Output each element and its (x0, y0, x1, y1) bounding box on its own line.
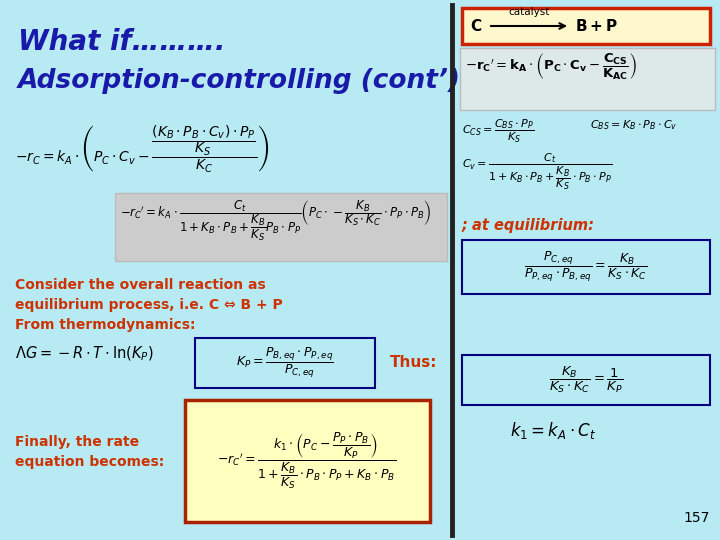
Bar (462, 355, 710, 405)
Text: $\mathbf{C}$: $\mathbf{C}$ (470, 18, 482, 34)
Text: $C_{CS}=\dfrac{C_{BS}\cdot P_P}{K_S}$: $C_{CS}=\dfrac{C_{BS}\cdot P_P}{K_S}$ (462, 118, 534, 145)
Text: $C_{BS}=K_B\cdot P_B\cdot C_v$: $C_{BS}=K_B\cdot P_B\cdot C_v$ (590, 118, 678, 132)
Text: Consider the overall reaction as: Consider the overall reaction as (15, 278, 266, 292)
Text: $k_1=k_A\cdot C_t$: $k_1=k_A\cdot C_t$ (510, 420, 596, 441)
Text: $-r_C=k_A\cdot\left(P_C\cdot C_v-\dfrac{\dfrac{(K_B\cdot P_B\cdot C_v)\cdot P_P}: $-r_C=k_A\cdot\left(P_C\cdot C_v-\dfrac{… (15, 123, 269, 174)
Text: $\dfrac{K_B}{K_S\cdot K_C}=\dfrac{1}{K_P}$: $\dfrac{K_B}{K_S\cdot K_C}=\dfrac{1}{K_P… (549, 365, 624, 395)
Text: ; at equilibrium:: ; at equilibrium: (462, 218, 595, 233)
Bar (185, 400, 430, 522)
Text: equilibrium process, i.e. C ⇔ B + P: equilibrium process, i.e. C ⇔ B + P (15, 298, 283, 312)
Text: $-r_C{'}=k_A\cdot\dfrac{C_t}{1+K_B\cdot P_B+\dfrac{K_B}{K_S}P_B\cdot P_P}\left(P: $-r_C{'}=k_A\cdot\dfrac{C_t}{1+K_B\cdot … (120, 198, 431, 242)
Text: Thus:: Thus: (390, 355, 438, 370)
Text: $\mathbf{B+P}$: $\mathbf{B+P}$ (575, 18, 618, 34)
Text: Finally, the rate: Finally, the rate (15, 435, 139, 449)
Bar (115, 193, 447, 261)
Text: 157: 157 (683, 511, 710, 525)
Text: From thermodynamics:: From thermodynamics: (15, 318, 196, 332)
Text: $K_P=\dfrac{P_{B,eq}\cdot P_{P,eq}}{P_{C,eq}}$: $K_P=\dfrac{P_{B,eq}\cdot P_{P,eq}}{P_{C… (236, 346, 334, 380)
Text: equation becomes:: equation becomes: (15, 455, 164, 469)
Text: $\dfrac{P_{C,eq}}{P_{P,eq}\cdot P_{B,eq}}=\dfrac{K_B}{K_S\cdot K_C}$: $\dfrac{P_{C,eq}}{P_{P,eq}\cdot P_{B,eq}… (524, 250, 647, 284)
Text: $\Lambda G=-R\cdot T\cdot\ln(K_P)$: $\Lambda G=-R\cdot T\cdot\ln(K_P)$ (15, 345, 153, 363)
Text: catalyst: catalyst (508, 7, 549, 17)
Text: $-r_C{'}=\dfrac{k_1\cdot\left(P_C-\dfrac{P_P\cdot P_B}{K_P}\right)}{1+\dfrac{K_B: $-r_C{'}=\dfrac{k_1\cdot\left(P_C-\dfrac… (217, 431, 397, 491)
Text: What if……….: What if………. (18, 28, 225, 56)
Text: Adsorption-controlling (cont’): Adsorption-controlling (cont’) (18, 68, 461, 94)
Bar (462, 8, 710, 44)
Text: $-\mathbf{r_C}'=\mathbf{k_A}\cdot\left(\mathbf{P_C}\cdot\mathbf{C_v}-\dfrac{\mat: $-\mathbf{r_C}'=\mathbf{k_A}\cdot\left(\… (465, 52, 637, 82)
Bar (460, 48, 715, 110)
Bar (195, 338, 375, 388)
Text: $C_v=\dfrac{C_t}{1+K_B\cdot P_B+\dfrac{K_B}{K_S}\cdot P_B\cdot P_P}$: $C_v=\dfrac{C_t}{1+K_B\cdot P_B+\dfrac{K… (462, 152, 612, 192)
Bar (462, 240, 710, 294)
